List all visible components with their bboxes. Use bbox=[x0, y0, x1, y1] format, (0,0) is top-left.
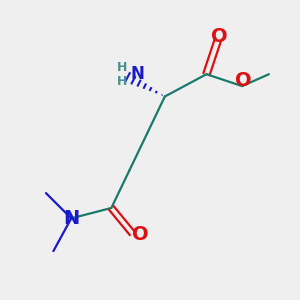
Text: O: O bbox=[235, 71, 252, 90]
Text: H: H bbox=[117, 61, 128, 74]
Text: H: H bbox=[117, 74, 128, 88]
Text: N: N bbox=[130, 65, 144, 83]
Text: O: O bbox=[132, 225, 149, 244]
Text: O: O bbox=[211, 27, 227, 46]
Text: N: N bbox=[63, 209, 80, 228]
